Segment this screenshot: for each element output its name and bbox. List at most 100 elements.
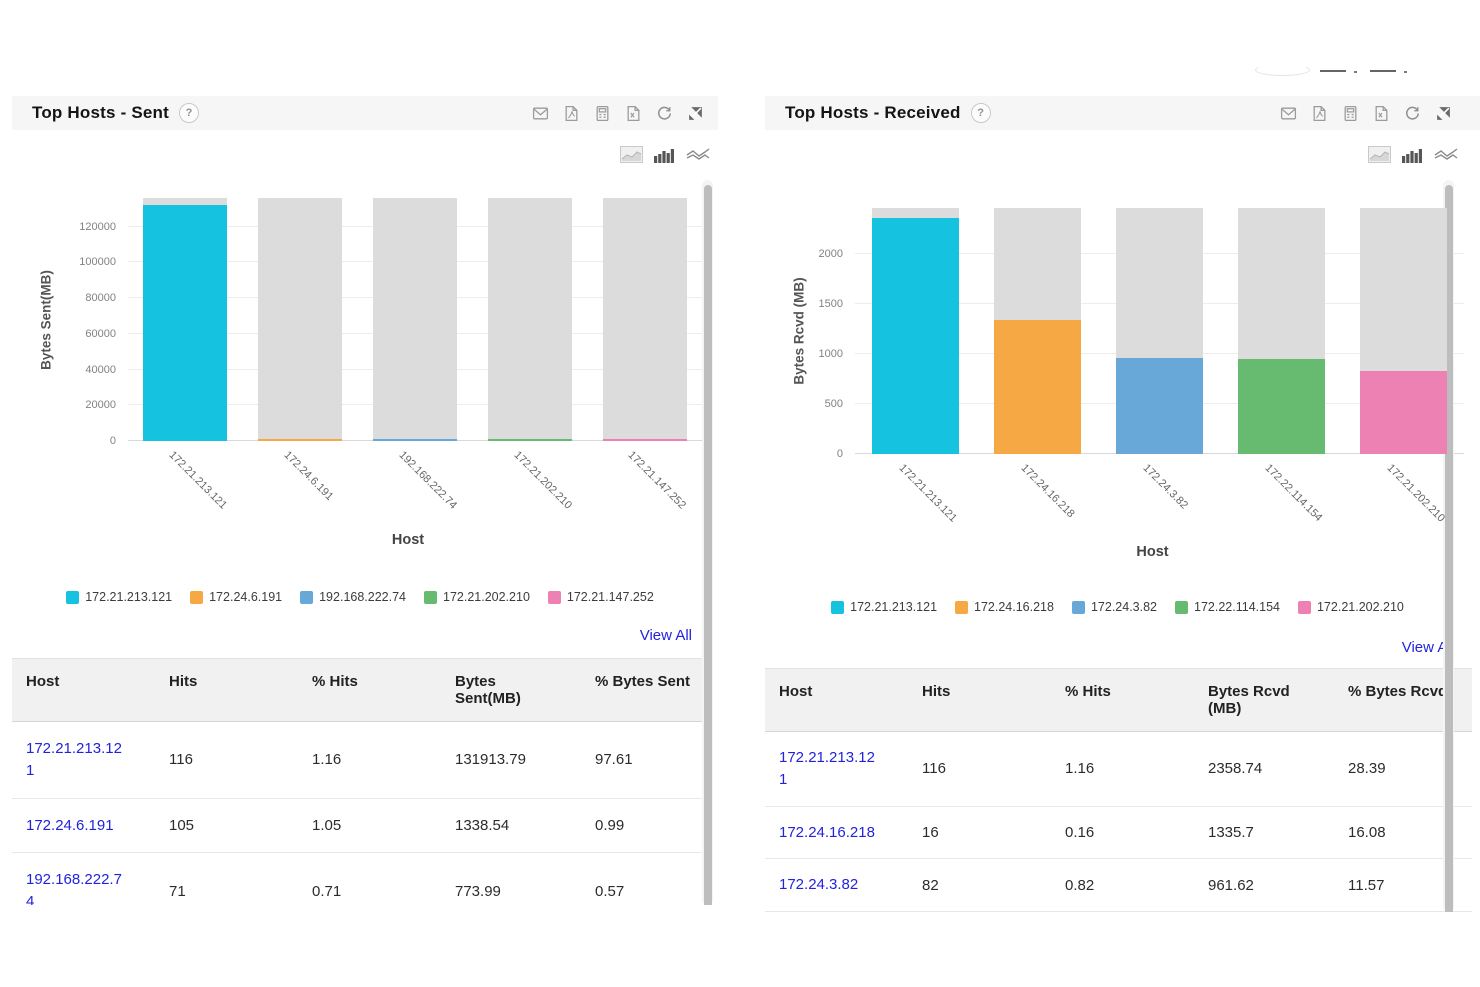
host-link-label: 172.24.6.191 <box>26 816 114 834</box>
line-chart-icon[interactable] <box>1434 147 1458 163</box>
legend-item[interactable]: 172.21.202.210 <box>1297 600 1404 614</box>
y-tick-label: 80000 <box>85 292 116 305</box>
help-icon[interactable]: ? <box>970 103 991 123</box>
email-icon[interactable] <box>531 104 549 122</box>
legend-item[interactable]: 172.24.16.218 <box>955 600 1054 614</box>
chart-type-switcher <box>1368 146 1458 163</box>
scrollbar-thumb[interactable] <box>703 185 712 905</box>
pdf-export-icon[interactable] <box>562 104 580 122</box>
value-cell: 1335.7 <box>1194 806 1334 860</box>
chart-legend: 172.21.213.121 172.24.16.218 172.24.3.82 17… <box>765 600 1470 614</box>
legend-item[interactable]: 172.22.114.154 <box>1175 600 1280 614</box>
excel-export-icon[interactable] <box>1372 104 1390 122</box>
pdf-export-icon[interactable] <box>1310 104 1328 122</box>
bar-column: 172.22.114.154 <box>1237 208 1325 524</box>
legend-item[interactable]: 172.21.202.210 <box>424 590 530 604</box>
host-link[interactable]: 172.21.213.121 <box>779 749 882 788</box>
host-cell: 192.168.222.74 <box>12 852 155 905</box>
y-tick-label: 20000 <box>85 399 116 412</box>
vertical-scrollbar[interactable] <box>702 180 713 905</box>
column-header: % Hits <box>298 658 441 722</box>
bar[interactable] <box>372 439 457 441</box>
hosts-table: Host Hits % Hits Bytes Sent(MB) % Bytes Sent… <box>12 658 710 905</box>
legend-label: 172.21.147.252 <box>566 590 654 604</box>
table-header-row: Host Hits % Hits Bytes Rcvd (MB) % Bytes Rcv… <box>765 668 1472 732</box>
legend-item[interactable]: 172.24.6.191 <box>190 590 282 604</box>
panel-header: Top Hosts - Sent ? <box>12 96 718 130</box>
line-chart-icon[interactable] <box>686 147 710 163</box>
view-all-link[interactable]: View All <box>1401 639 1454 656</box>
bar[interactable] <box>143 205 228 441</box>
column-header-label: Bytes Rcvd (MB) <box>1208 683 1290 717</box>
legend-swatch <box>1297 600 1311 614</box>
x-tick-label: 192.168.222.74 <box>396 449 459 512</box>
value-cell: 1.05 <box>298 798 441 854</box>
save-report-icon[interactable] <box>1341 104 1359 122</box>
host-cell: 172.24.16.218 <box>765 806 908 860</box>
refresh-icon[interactable] <box>1403 104 1421 122</box>
legend-item[interactable]: 172.24.3.82 <box>1071 600 1158 614</box>
bar-chart-icon[interactable] <box>654 146 675 163</box>
host-link[interactable]: 172.21.213.121 <box>26 740 129 779</box>
host-cell: 172.21.213.121 <box>12 721 155 799</box>
table-row: 172.21.213.121 116 1.16 131913.79 97.61 <box>12 721 710 799</box>
legend-swatch <box>1175 600 1189 614</box>
bar[interactable] <box>487 439 572 441</box>
host-link[interactable]: 172.24.6.191 <box>26 817 129 834</box>
value-cell: 105 <box>155 798 298 854</box>
bar[interactable] <box>872 218 960 454</box>
bar-column: 172.21.147.252 <box>602 198 689 512</box>
resize-icon[interactable] <box>686 104 704 122</box>
legend-label: 172.24.16.218 <box>974 600 1054 614</box>
host-link[interactable]: 172.24.16.218 <box>779 824 882 841</box>
scrollbar-thumb[interactable] <box>1444 185 1453 912</box>
email-icon[interactable] <box>1279 104 1297 122</box>
bar-chart-icon[interactable] <box>1402 146 1423 163</box>
legend-item[interactable]: 172.21.213.121 <box>66 590 172 604</box>
host-link-label: 172.24.16.218 <box>779 823 875 841</box>
bar-track <box>602 198 687 441</box>
panel-header: Top Hosts - Received ? <box>765 96 1480 130</box>
dot-remnant <box>1354 71 1357 73</box>
bar[interactable] <box>1359 371 1447 454</box>
column-header-label: Hits <box>169 673 198 690</box>
bar[interactable] <box>258 438 343 441</box>
bar[interactable] <box>994 320 1082 454</box>
legend-item[interactable]: 192.168.222.74 <box>300 590 406 604</box>
panel-top-hosts-sent: Top Hosts - Sent ? Bytes Sent(MB) 0 20000… <box>12 96 718 905</box>
resize-icon[interactable] <box>1434 104 1452 122</box>
bar[interactable] <box>1237 359 1325 454</box>
value-cell: 131913.79 <box>441 721 581 799</box>
host-link[interactable]: 172.24.3.82 <box>779 876 882 893</box>
panel-top-hosts-received: Top Hosts - Received ? Bytes Rcvd (MB) 0… <box>765 96 1480 912</box>
save-report-icon[interactable] <box>593 104 611 122</box>
area-chart-icon[interactable] <box>1368 146 1391 163</box>
area-chart-icon[interactable] <box>620 146 643 163</box>
table-row: 172.24.3.82 82 0.82 961.62 11.57 <box>765 858 1472 912</box>
refresh-icon[interactable] <box>655 104 673 122</box>
legend-swatch <box>190 590 204 604</box>
value-cell: 1.16 <box>1051 731 1194 807</box>
bar-track <box>872 208 960 454</box>
legend-item[interactable]: 172.21.147.252 <box>547 590 654 604</box>
bar[interactable] <box>1115 357 1203 454</box>
plot-area: 172.21.213.121 172.24.16.218 172.24.3.82 17… <box>855 208 1464 525</box>
legend-label: 172.24.3.82 <box>1090 600 1158 614</box>
legend-swatch <box>1071 600 1085 614</box>
column-header: Host <box>765 668 908 732</box>
value-cell: 0.57 <box>581 852 710 905</box>
view-all-link[interactable]: View All <box>639 627 692 644</box>
vertical-scrollbar[interactable] <box>1443 180 1454 912</box>
bar-column: 172.24.16.218 <box>994 208 1082 520</box>
bar[interactable] <box>602 439 687 441</box>
help-icon[interactable]: ? <box>179 103 199 123</box>
bar-column: 172.21.213.121 <box>143 198 229 512</box>
host-cell: 172.21.213.121 <box>765 731 908 807</box>
legend-item[interactable]: 172.21.213.121 <box>831 600 937 614</box>
legend-label: 172.21.213.121 <box>850 600 938 614</box>
y-tick-label: 120000 <box>79 220 116 233</box>
excel-export-icon[interactable] <box>624 104 642 122</box>
host-link[interactable]: 192.168.222.74 <box>26 871 129 905</box>
y-tick-label: 500 <box>824 398 843 410</box>
